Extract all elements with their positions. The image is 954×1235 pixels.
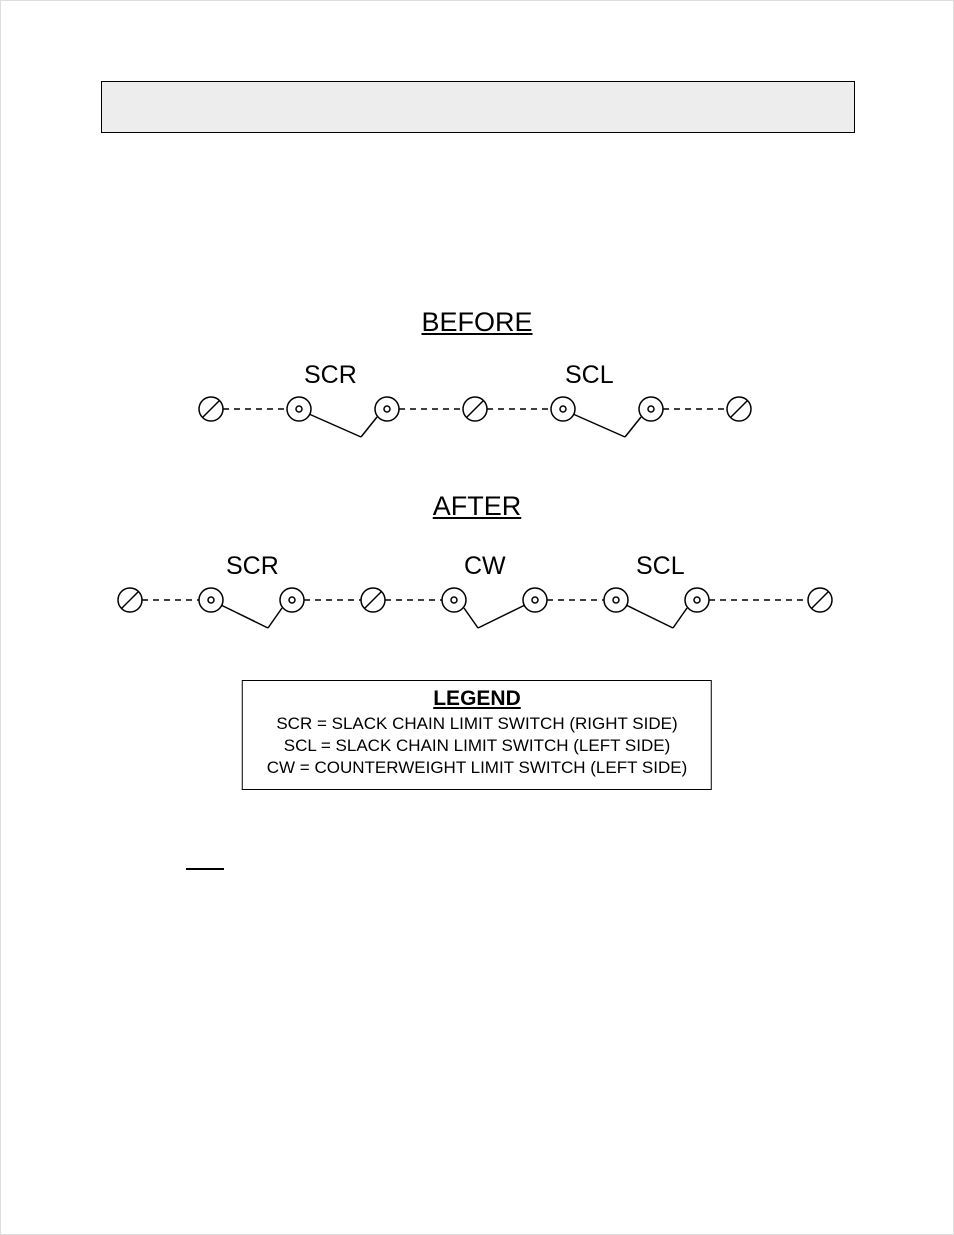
- legend-box: LEGEND SCR = SLACK CHAIN LIMIT SWITCH (R…: [242, 680, 712, 790]
- after-cw-label: CW: [464, 552, 506, 581]
- before-diagram: [191, 389, 761, 445]
- after-diagram: [111, 580, 846, 636]
- after-title: AFTER: [433, 491, 522, 522]
- header-bar: [101, 81, 855, 133]
- small-underline-mark: [186, 868, 224, 870]
- legend-line-scr: SCR = SLACK CHAIN LIMIT SWITCH (RIGHT SI…: [267, 713, 687, 735]
- after-scr-label: SCR: [226, 552, 279, 581]
- before-title: BEFORE: [421, 307, 532, 338]
- legend-line-cw: CW = COUNTERWEIGHT LIMIT SWITCH (LEFT SI…: [267, 757, 687, 779]
- before-scr-label: SCR: [304, 361, 357, 390]
- legend-title: LEGEND: [267, 687, 687, 711]
- legend-line-scl: SCL = SLACK CHAIN LIMIT SWITCH (LEFT SID…: [267, 735, 687, 757]
- before-scl-label: SCL: [565, 361, 614, 390]
- after-scl-label: SCL: [636, 552, 685, 581]
